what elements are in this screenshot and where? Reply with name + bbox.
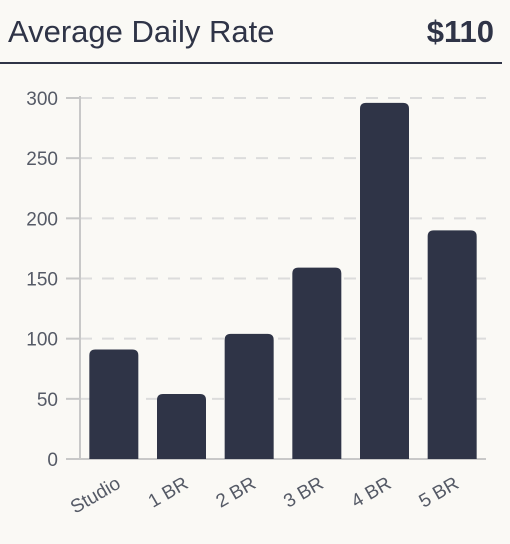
bar-4-br bbox=[360, 102, 409, 460]
x-tick-label-studio: Studio bbox=[67, 473, 124, 518]
average-rate-value: $110 bbox=[426, 14, 494, 49]
chart-header: Average Daily Rate $110 bbox=[0, 0, 502, 64]
x-tick-label-1-br: 1 BR bbox=[145, 473, 192, 512]
x-tick-label-4-br: 4 BR bbox=[348, 473, 395, 512]
x-tick-label-5-br: 5 BR bbox=[416, 473, 463, 512]
bar-1-br bbox=[157, 394, 206, 459]
y-tick-label-200: 200 bbox=[26, 209, 58, 230]
bar-5-br bbox=[427, 230, 477, 459]
bar-3-br bbox=[292, 267, 342, 459]
y-tick-label-250: 250 bbox=[26, 149, 58, 170]
y-tick-label-0: 0 bbox=[47, 450, 58, 471]
y-tick-label-50: 50 bbox=[37, 390, 58, 411]
chart-title: Average Daily Rate bbox=[8, 14, 275, 49]
y-tick-label-150: 150 bbox=[26, 270, 58, 291]
bar-studio bbox=[89, 349, 139, 459]
x-tick-label-2-br: 2 BR bbox=[213, 473, 260, 512]
x-tick-label-3-br: 3 BR bbox=[280, 473, 327, 512]
y-tick-label-100: 100 bbox=[26, 330, 58, 351]
bar-2-br bbox=[224, 333, 274, 459]
y-tick-label-300: 300 bbox=[26, 89, 58, 110]
